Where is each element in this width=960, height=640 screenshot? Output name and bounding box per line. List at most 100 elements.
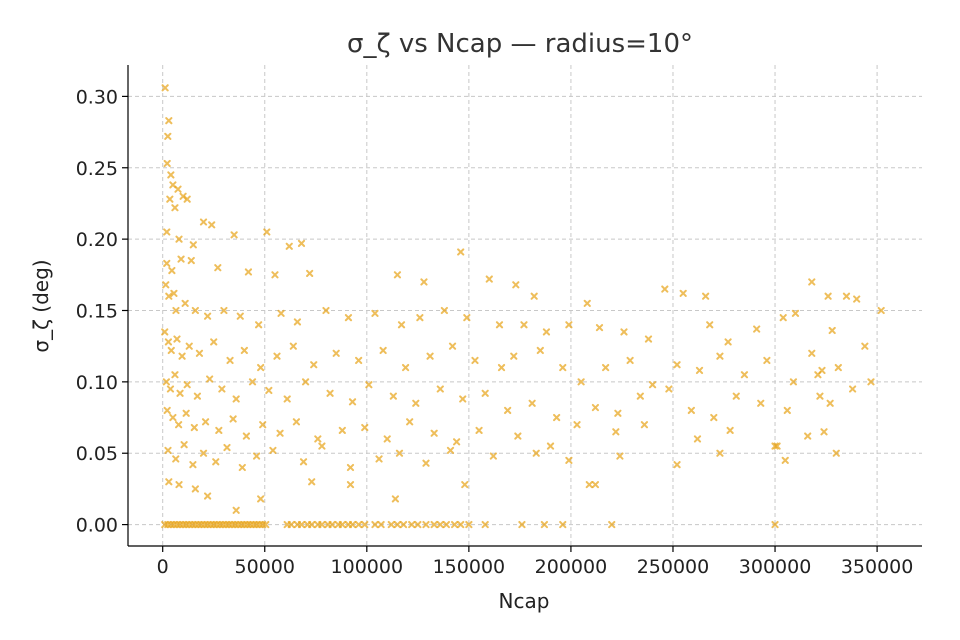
data-point — [510, 352, 518, 360]
x-tick-label: 100000 — [331, 556, 404, 578]
data-point — [789, 378, 798, 386]
data-point — [301, 378, 310, 386]
data-point — [608, 520, 616, 529]
data-point — [161, 84, 169, 92]
data-point — [182, 409, 190, 417]
data-point — [177, 255, 185, 263]
data-point — [273, 352, 281, 360]
data-point — [162, 378, 170, 386]
data-point — [585, 481, 593, 489]
data-point — [422, 520, 430, 529]
data-point — [199, 449, 208, 457]
x-tick-label: 250000 — [637, 556, 710, 578]
data-point — [559, 363, 567, 372]
data-point — [546, 442, 555, 450]
data-point — [530, 292, 538, 300]
data-point — [602, 363, 610, 372]
data-point — [436, 385, 444, 393]
data-point — [163, 406, 171, 415]
x-tick-label: 350000 — [841, 556, 914, 578]
data-point — [236, 312, 244, 320]
data-point — [191, 485, 199, 493]
data-point — [165, 478, 173, 486]
data-point — [167, 171, 175, 179]
data-point — [393, 271, 402, 279]
data-point — [180, 441, 188, 449]
data-point — [391, 495, 399, 503]
data-point — [687, 406, 695, 415]
data-point — [371, 520, 379, 529]
data-point — [326, 389, 334, 397]
data-point — [240, 346, 248, 355]
data-point — [457, 520, 465, 529]
data-point — [591, 481, 600, 489]
data-point — [448, 342, 457, 350]
data-point — [475, 426, 483, 434]
data-point — [242, 432, 250, 440]
data-point — [459, 395, 467, 403]
data-point — [832, 449, 840, 457]
data-point — [514, 432, 522, 440]
data-point — [206, 375, 214, 383]
data-point — [164, 132, 172, 140]
data-point — [612, 428, 620, 436]
data-point — [861, 342, 869, 350]
data-point — [779, 314, 787, 322]
data-point — [406, 418, 414, 426]
y-tick-label: 0.00 — [76, 515, 118, 537]
data-point — [308, 478, 316, 486]
data-point — [481, 520, 489, 529]
data-point — [393, 520, 402, 529]
data-point — [257, 495, 265, 503]
data-point — [426, 352, 434, 360]
data-point — [379, 346, 387, 355]
data-point — [212, 458, 220, 466]
data-point — [504, 406, 512, 415]
data-point — [310, 361, 318, 369]
data-point — [616, 452, 624, 460]
data-point — [229, 415, 237, 423]
data-point — [816, 392, 824, 400]
data-point — [732, 392, 740, 400]
data-point — [583, 299, 591, 307]
data-point — [710, 413, 718, 422]
data-point — [255, 321, 263, 329]
data-point — [446, 446, 455, 454]
data-point — [338, 520, 346, 529]
data-point — [199, 218, 208, 226]
data-point — [648, 381, 657, 389]
data-point — [422, 459, 430, 467]
data-point — [348, 398, 357, 406]
data-point — [346, 481, 355, 489]
data-point — [297, 239, 306, 248]
data-point — [299, 458, 308, 466]
data-point — [773, 442, 781, 450]
data-point — [348, 520, 357, 529]
data-point — [178, 352, 186, 360]
y-tick-label: 0.10 — [76, 372, 118, 394]
x-tick-label: 0 — [157, 556, 169, 578]
data-point — [355, 520, 363, 529]
data-point — [577, 378, 585, 386]
data-point — [463, 314, 471, 322]
data-point — [640, 421, 649, 429]
data-point — [536, 346, 544, 355]
data-point — [512, 281, 520, 289]
data-point — [308, 520, 316, 529]
data-point — [189, 241, 197, 249]
data-point — [171, 371, 179, 379]
data-point — [232, 395, 240, 403]
data-point — [276, 429, 284, 437]
data-points — [161, 84, 885, 529]
data-point — [318, 442, 326, 450]
data-point — [828, 326, 836, 335]
data-point — [223, 443, 231, 452]
data-point — [168, 266, 176, 275]
data-point — [471, 356, 479, 365]
data-point — [189, 461, 197, 469]
data-point — [167, 346, 175, 355]
data-point — [271, 271, 279, 279]
data-point — [559, 520, 567, 529]
data-point — [161, 328, 169, 336]
